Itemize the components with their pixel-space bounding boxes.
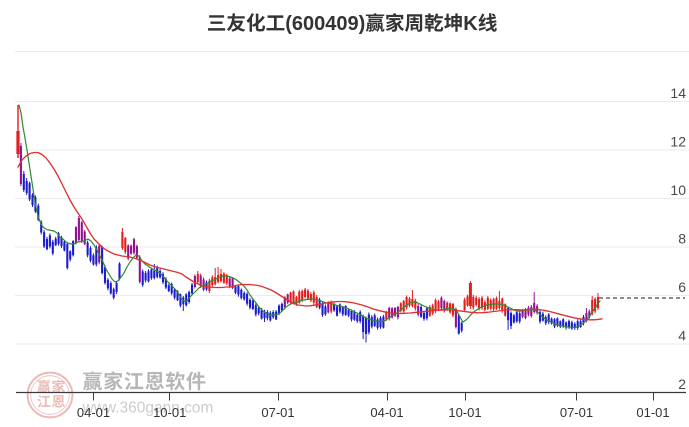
svg-text:10: 10 [670,182,686,198]
svg-text:14: 14 [670,85,686,101]
svg-text:07-01: 07-01 [560,405,593,420]
svg-text:01-01: 01-01 [636,405,669,420]
svg-text:10-01: 10-01 [448,405,481,420]
svg-text:2: 2 [678,376,686,392]
svg-text:8: 8 [678,231,686,247]
svg-text:4: 4 [678,328,686,344]
svg-text:(600409): (600409) [285,13,365,35]
svg-text:10-01: 10-01 [153,405,186,420]
svg-text:04-01: 04-01 [370,405,403,420]
svg-text:K: K [463,13,478,35]
svg-text:07-01: 07-01 [261,405,294,420]
svg-text:04-01: 04-01 [77,405,110,420]
svg-text:12: 12 [670,134,686,150]
svg-text:www.360gann.com: www.360gann.com [82,400,214,417]
svg-text:6: 6 [678,279,686,295]
